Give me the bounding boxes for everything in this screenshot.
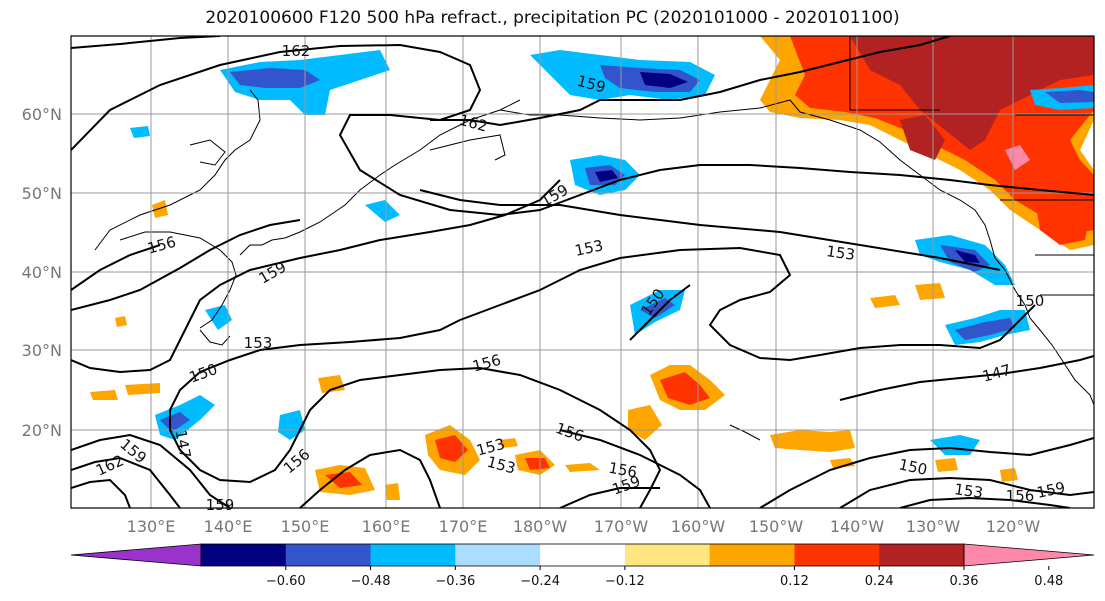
colorbar-segment [709,544,795,566]
colorbar-extend-high [963,543,1095,567]
colorbar-frame [200,543,965,567]
colorbar-tick-label: −0.60 [266,574,306,589]
contour-label: 150 [1016,292,1045,310]
latitude-tick-label: 20°N [22,421,62,440]
colorbar-tick-label: −0.24 [520,574,560,589]
longitude-tick-label: 150°W [749,517,804,536]
longitude-tick-label: 160°W [671,517,726,536]
contour-label: 159 [1035,478,1067,502]
longitude-tick-label: 130°E [127,517,176,536]
longitude-tick-label: 120°W [986,517,1041,536]
latitude-tick-label: 60°N [22,105,62,124]
colorbar-tick-label: 0.24 [865,574,894,589]
borders [849,36,1094,296]
coastlines [94,89,1094,441]
longitude-tick-label: 170°E [439,517,488,536]
contour-label: 156 [607,459,638,482]
colorbar-tick-label: 0.48 [1034,574,1063,589]
colorbar-tick-label: −0.36 [435,574,475,589]
colorbar-segment [879,544,965,566]
longitude-tick-label: 150°E [281,517,330,536]
longitude-tick-label: 140°E [204,517,253,536]
longitude-tick-label: 140°W [830,517,885,536]
map-frame [70,35,1095,509]
latitude-tick-labels: 20°N 30°N 40°N 50°N 60°N [22,105,62,440]
colorbar-segment [455,544,541,566]
longitude-tick-label: 180°W [513,517,568,536]
colorbar-extend-low [70,543,202,567]
colorbar-tick-label: 0.36 [950,574,979,589]
longitude-tick-label: 170°W [594,517,649,536]
longitude-tick-label: 130°W [906,517,961,536]
contour-label: 159 [206,496,235,514]
colorbar: −0.60 −0.48 −0.36 −0.24 −0.12 0.12 0.24 0.36 0.4… [70,543,1095,589]
latitude-tick-label: 40°N [22,263,62,282]
colorbar-segment [285,544,372,566]
contour-label: 153 [825,242,856,264]
colorbar-tick-label: 0.12 [780,574,809,589]
contour-label: 156 [1006,487,1035,505]
contour-label: 147 [172,428,195,459]
chart-title: 2020100600 F120 500 hPa refract., precip… [205,8,900,28]
refractivity-contours [71,36,1094,508]
contour-label: 153 [953,480,984,502]
colorbar-segment [794,544,880,566]
longitude-tick-label: 160°E [362,517,411,536]
contour-label: 162 [282,42,311,60]
colorbar-segment [201,544,287,566]
latitude-tick-label: 50°N [22,184,62,203]
contour-label: 150 [897,455,929,479]
colorbar-tick-label: −0.48 [351,574,391,589]
colorbar-segment [370,544,456,566]
colorbar-segment [540,544,626,566]
longitude-tick-labels: 130°E 140°E 150°E 160°E 170°E 180°W 170°… [127,517,1041,536]
latitude-tick-label: 30°N [22,341,62,360]
contour-label: 153 [573,236,605,260]
colorbar-segment [624,544,711,566]
contour-label: 153 [244,334,273,352]
colorbar-tick-label: −0.12 [605,574,645,589]
